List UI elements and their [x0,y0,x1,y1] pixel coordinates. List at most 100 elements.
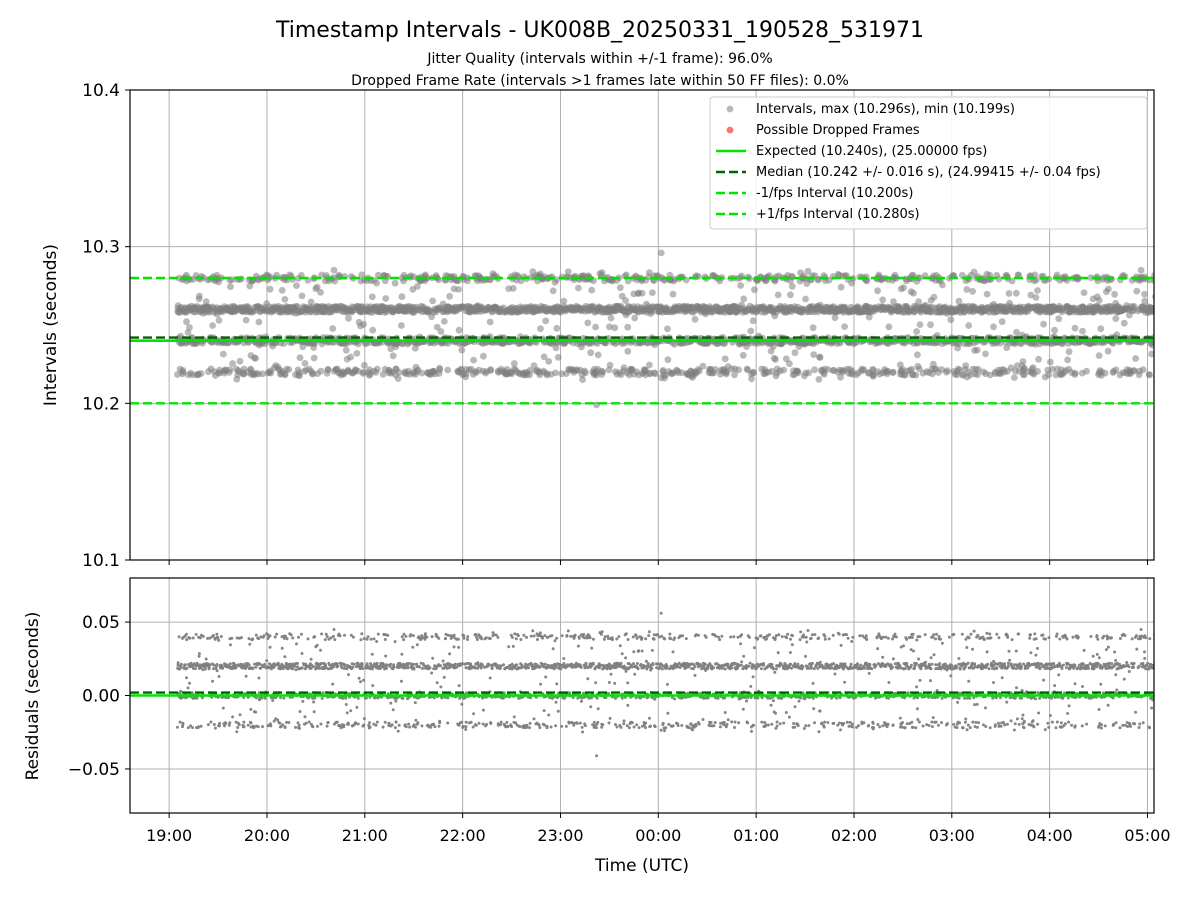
interval-point [526,367,534,374]
residual-point [237,723,241,727]
residual-point [396,729,400,733]
residual-point [418,665,421,669]
interval-point [398,322,405,329]
residual-point [191,726,194,730]
residual-point [475,638,479,641]
interval-point [464,274,472,282]
interval-point [301,360,309,367]
interval-point [990,323,997,331]
residual-point [280,646,284,650]
interval-point [330,266,338,274]
residual-point [434,667,438,671]
residual-point [212,634,215,637]
residual-point [345,666,349,670]
legend-entry-intervals: Intervals, max (10.296s), min (10.199s) [726,102,1015,117]
interval-point [584,319,592,327]
residual-point [268,645,272,649]
residual-point [499,723,502,727]
interval-point [1019,358,1027,365]
residual-point [444,637,448,640]
residual-point [385,663,389,667]
residual-point [546,635,550,639]
residual-point [236,726,240,729]
residual-point [324,632,328,636]
residual-point [429,725,433,729]
residual-point [564,724,568,728]
interval-point [1104,347,1112,355]
residual-point [254,633,258,637]
interval-point [809,324,817,332]
interval-point [837,283,845,291]
interval-point [196,292,203,300]
residual-point [476,661,480,665]
interval-point [974,371,981,379]
residual-point [466,635,470,639]
residual-point [495,663,499,667]
interval-point [624,277,632,285]
intervals-reference-lines [130,276,1154,405]
residual-point [248,642,252,646]
residual-point [201,668,205,672]
interval-point [768,367,776,375]
residual-point [245,665,249,668]
interval-point [914,351,921,359]
residual-point [430,635,434,639]
residual-point [321,691,325,695]
interval-point [1087,274,1095,282]
residual-point [537,723,541,727]
interval-point [787,291,794,299]
interval-point [579,376,586,383]
residual-point [407,722,411,726]
residual-point [488,676,492,680]
interval-point [735,366,742,374]
residual-point [295,665,299,669]
residual-point [401,696,405,700]
interval-point [1034,368,1041,375]
residual-point [464,720,468,724]
residual-point [471,725,475,729]
interval-point [1045,371,1053,379]
residual-point [481,722,485,726]
residual-point [261,725,264,729]
residual-point [256,725,260,729]
interval-point [537,325,544,333]
residual-point [412,667,416,671]
residual-point [404,634,408,638]
residual-point [278,721,282,725]
residual-point [390,723,394,727]
interval-point [554,354,562,361]
intervals-legend: Intervals, max (10.296s), min (10.199s) … [709,96,1148,230]
residual-point [221,666,225,670]
residual-point [371,684,375,688]
residual-point [562,662,566,666]
residual-point [370,652,374,656]
chart-title: Timestamp Intervals - UK008B_20250331_19… [275,18,924,43]
residual-point [217,638,221,642]
legend-entry-minus-interval: -1/fps Interval (10.200s) [716,186,913,201]
residual-point [306,637,310,641]
residual-point [528,726,531,730]
interval-point [564,268,572,276]
residual-point [361,667,365,670]
interval-point [296,354,304,362]
residual-point [268,634,272,638]
residual-point [242,725,246,729]
residual-point [466,638,469,641]
residual-point [191,636,195,640]
interval-point [1132,355,1139,362]
interval-point [398,293,406,301]
interval-point [361,361,368,369]
residual-point [304,662,308,666]
residual-point [457,723,461,727]
residual-point [512,715,516,719]
residual-point [456,637,460,641]
interval-point [317,367,325,375]
legend-label-median: Median (10.242 +/- 0.016 s), (24.99415 +… [756,165,1101,180]
residual-point [349,633,353,637]
interval-point [446,292,453,300]
residual-point [320,632,324,636]
interval-point [509,284,517,292]
interval-point [956,366,963,374]
residual-point [239,636,243,640]
residual-point [332,634,335,638]
